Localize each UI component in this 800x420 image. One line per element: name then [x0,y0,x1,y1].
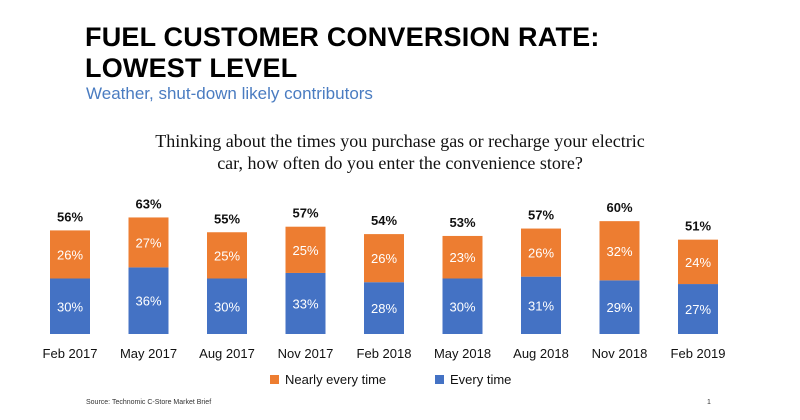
bar-every-time [285,272,326,334]
data-label-every-time: 36% [135,294,161,309]
legend-label-nearly: Nearly every time [285,372,387,387]
data-label-every-time: 33% [292,296,318,311]
data-label-total: 56% [57,209,83,224]
chart-title: FUEL CUSTOMER CONVERSION RATE: LOWEST LE… [85,22,600,84]
data-label-every-time: 30% [449,299,475,314]
data-label-every-time: 29% [606,300,632,315]
bar-every-time [599,280,640,334]
data-label-every-time: 28% [371,301,397,316]
data-label-nearly-every-time: 24% [685,255,711,270]
title-line-2: LOWEST LEVEL [85,53,298,83]
data-label-total: 63% [135,196,161,211]
bar-every-time [442,278,483,334]
legend-label-every: Every time [450,372,512,387]
bar-nearly-every-time [50,230,90,279]
bar-every-time [678,284,718,334]
data-label-nearly-every-time: 32% [606,244,632,259]
x-tick-label: Nov 2017 [278,346,334,361]
chart-subtitle: Weather, shut-down likely contributors [86,84,373,103]
survey-question: Thinking about the times you purchase ga… [100,130,700,174]
source-note: Source: Technomic C-Store Market Brief [86,399,212,406]
data-label-every-time: 30% [57,299,83,314]
title-line-1: FUEL CUSTOMER CONVERSION RATE: [85,22,600,52]
x-tick-label: Aug 2017 [199,346,255,361]
bar-nearly-every-time [599,221,640,281]
data-label-total: 57% [292,206,318,221]
stacked-bar-chart: 30% 26% 56% Feb 2017 36% 27% 63% May 2017 30% 25%… [43,196,726,361]
data-label-every-time: 31% [528,298,554,313]
data-label-nearly-every-time: 27% [135,235,161,250]
data-label-total: 60% [606,200,632,215]
bar-every-time [50,278,90,334]
legend-item-nearly: Nearly every time [270,372,386,387]
legend-item-every: Every time [435,372,511,387]
data-label-nearly-every-time: 23% [449,250,475,265]
data-label-total: 53% [449,215,475,230]
data-label-total: 54% [371,213,397,228]
bar-every-time [128,267,169,334]
x-tick-label: May 2018 [434,346,491,361]
bar-nearly-every-time [521,228,561,277]
question-line-2: car, how often do you enter the convenie… [217,153,583,173]
page-number: 1 [707,399,711,406]
data-label-every-time: 30% [214,299,240,314]
data-label-nearly-every-time: 25% [214,248,240,263]
legend-swatch-every [435,375,444,384]
data-label-total: 55% [214,211,240,226]
bar-nearly-every-time [442,235,483,279]
bar-nearly-every-time [207,232,247,279]
bar-nearly-every-time [364,234,404,283]
bar-every-time [364,282,404,334]
x-tick-label: Feb 2017 [43,346,98,361]
data-label-nearly-every-time: 26% [528,246,554,261]
question-line-1: Thinking about the times you purchase ga… [155,131,645,151]
bar-nearly-every-time [128,217,169,268]
bar-nearly-every-time [678,239,718,285]
data-label-nearly-every-time: 25% [292,243,318,258]
data-label-every-time: 27% [685,302,711,317]
x-tick-label: Nov 2018 [592,346,648,361]
bar-every-time [207,278,247,334]
x-tick-label: Feb 2019 [671,346,726,361]
data-label-nearly-every-time: 26% [57,247,83,262]
data-label-total: 51% [685,219,711,234]
data-label-total: 57% [528,208,554,223]
x-tick-label: May 2017 [120,346,177,361]
bar-every-time [521,276,561,334]
data-label-nearly-every-time: 26% [371,251,397,266]
legend-swatch-nearly [270,375,279,384]
x-tick-label: Feb 2018 [357,346,412,361]
bar-nearly-every-time [285,226,326,273]
x-tick-label: Aug 2018 [513,346,569,361]
